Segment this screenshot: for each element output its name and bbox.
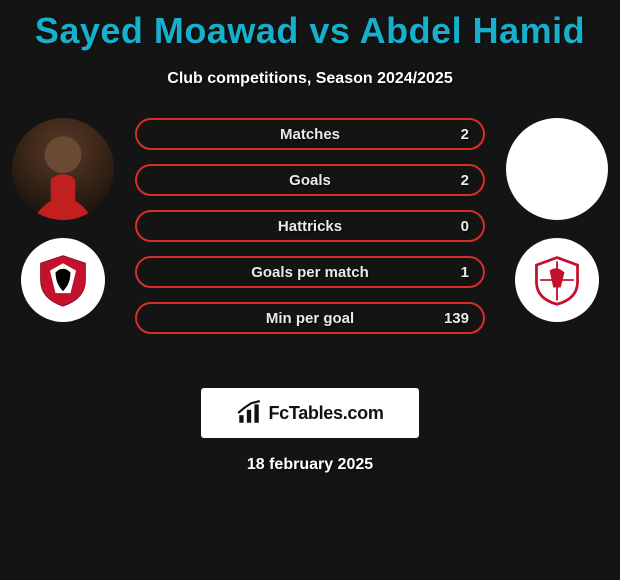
stats-bars: Matches 2 Goals 2 Hattricks 0 Goals per …: [135, 118, 485, 348]
stat-label: Matches: [280, 126, 340, 143]
stat-label: Goals per match: [251, 264, 369, 281]
stat-value: 1: [461, 264, 469, 281]
stat-row: Goals per match 1: [135, 256, 485, 288]
stat-value: 139: [444, 310, 469, 327]
stat-pill: Matches 2: [135, 118, 485, 150]
stat-pill: Min per goal 139: [135, 302, 485, 334]
page-subtitle: Club competitions, Season 2024/2025: [0, 70, 620, 88]
brand-text: FcTables.com: [268, 403, 383, 424]
stat-label: Goals: [289, 172, 331, 189]
page-title: Sayed Moawad vs Abdel Hamid: [0, 0, 620, 52]
stat-pill: Hattricks 0: [135, 210, 485, 242]
stat-pill: Goals 2: [135, 164, 485, 196]
right-team-crest: [515, 238, 599, 322]
footer-date: 18 february 2025: [0, 456, 620, 474]
right-player-photo: [506, 118, 608, 220]
comparison-panel: Matches 2 Goals 2 Hattricks 0 Goals per …: [0, 118, 620, 378]
stat-row: Min per goal 139: [135, 302, 485, 334]
right-player-column: [502, 118, 612, 322]
stat-row: Goals 2: [135, 164, 485, 196]
brand-badge: FcTables.com: [201, 388, 419, 438]
stat-value: 2: [461, 172, 469, 189]
chart-icon: [236, 400, 262, 426]
stat-row: Hattricks 0: [135, 210, 485, 242]
left-player-photo: [12, 118, 114, 220]
stat-label: Hattricks: [278, 218, 342, 235]
stat-label: Min per goal: [266, 310, 354, 327]
stat-row: Matches 2: [135, 118, 485, 150]
left-player-column: [8, 118, 118, 322]
stat-value: 2: [461, 126, 469, 143]
stat-pill: Goals per match 1: [135, 256, 485, 288]
stat-value: 0: [461, 218, 469, 235]
left-team-crest: [21, 238, 105, 322]
